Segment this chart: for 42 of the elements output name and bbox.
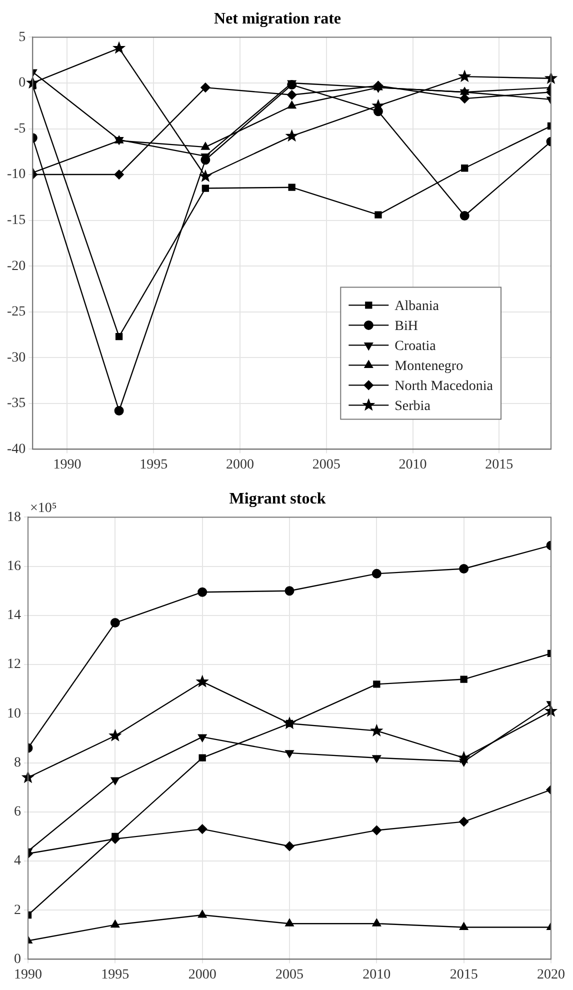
y-tick-label: -5 [14, 121, 26, 136]
legend-label: Albania [394, 298, 440, 314]
x-tick-label: 2000 [188, 967, 216, 982]
x-tick-label: 2015 [485, 457, 514, 472]
legend-label: Croatia [394, 338, 437, 354]
x-tick-label: 2005 [312, 457, 340, 472]
legend-label: BiH [394, 318, 418, 334]
y-tick-label: -20 [6, 258, 26, 274]
y-tick-label: 6 [14, 804, 21, 820]
x-tick-label: 2000 [226, 457, 254, 472]
y-tick-label: 10 [7, 706, 21, 722]
y-tick-label: 0 [18, 76, 26, 91]
y-tick-label: -15 [6, 212, 26, 228]
y-tick-label: 2 [14, 902, 21, 918]
y-tick-label: -35 [6, 396, 26, 412]
x-tick-label: 2010 [362, 967, 391, 982]
legend-label: North Macedonia [394, 378, 494, 394]
chart-title: Net migration rate [214, 10, 342, 28]
y-tick-label: 8 [14, 755, 21, 770]
x-tick-label: 2005 [276, 967, 304, 982]
chart-title: Migrant stock [229, 490, 326, 508]
y-tick-label: 5 [18, 30, 26, 45]
legend-label: Serbia [394, 398, 432, 414]
y-tick-label: -10 [6, 167, 26, 182]
y-tick-label: -25 [6, 304, 26, 320]
x-tick-label: 1990 [14, 967, 42, 982]
y-tick-label: 14 [7, 608, 21, 624]
x-tick-label: 2010 [398, 457, 427, 472]
y-tick-label: -40 [6, 442, 26, 457]
y-tick-label: 12 [7, 657, 21, 672]
y-tick-label: 4 [14, 854, 21, 869]
x-tick-label: 2015 [450, 967, 478, 982]
y-tick-label: -30 [6, 350, 26, 366]
text: ×10⁵ [30, 500, 57, 516]
legend-label: Montenegro [394, 358, 464, 374]
x-tick-label: 1990 [53, 457, 82, 472]
x-tick-label: 1995 [140, 457, 168, 472]
y-tick-label: 16 [7, 558, 21, 574]
x-tick-label: 2020 [537, 967, 565, 982]
x-tick-label: 1995 [101, 967, 130, 982]
y-tick-label: 18 [7, 510, 21, 525]
y-tick-label: 0 [14, 952, 21, 967]
